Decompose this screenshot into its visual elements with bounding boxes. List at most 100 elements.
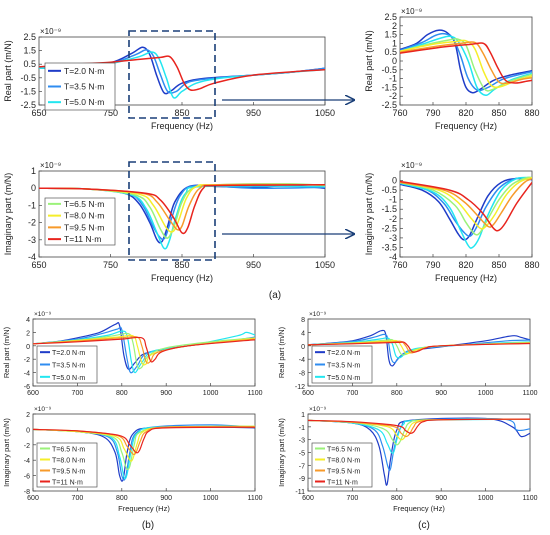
y-tick-label: -2 (24, 443, 30, 450)
y-tick-label: 4 (301, 330, 305, 337)
legend-entry: T=3.5 N·m (327, 363, 360, 370)
x-tick-label: 1050 (315, 108, 335, 118)
y-axis-label: Real part (m/N) (3, 40, 13, 102)
y-tick-label: -2.5 (381, 223, 397, 233)
series-line (33, 332, 255, 370)
y-tick-label: -1 (28, 200, 36, 210)
series-line (400, 177, 532, 241)
series-line (308, 418, 530, 434)
y-tick-label: -1.5 (20, 86, 36, 96)
y-axis-label: Imaginary part (m/N) (3, 173, 13, 256)
y-tick-label: 2 (26, 330, 30, 337)
y-tick-label: -2.5 (20, 100, 36, 110)
legend-entry: T=9.5 N·m (52, 469, 85, 476)
y-tick-label: -2 (389, 91, 397, 101)
x-tick-label: 850 (491, 108, 506, 118)
y-tick-label: -8 (299, 371, 305, 378)
label-b: (b) (142, 520, 154, 531)
chart-a2: 650 750 850 950 1050 -4 -3 -2 -1 0 1 ×10⁻⁹ Frequency… (3, 161, 335, 283)
y-tick-label: 1 (392, 38, 397, 48)
y-tick-label: -4 (389, 252, 397, 262)
x-tick-label: 1100 (247, 495, 262, 502)
legend-entry: T=6.5 N·m (52, 447, 85, 454)
series-line (400, 39, 532, 89)
legend-entry: T=8.0 N·m (52, 458, 85, 465)
x-tick-label: 850 (174, 260, 189, 270)
x-tick-label: 800 (391, 390, 403, 397)
x-tick-label: 760 (392, 260, 407, 270)
y-tick-label: -0.5 (381, 65, 397, 75)
x-tick-label: 700 (347, 390, 359, 397)
legend-entry: T=11 N·m (64, 234, 101, 244)
series-line (308, 329, 530, 367)
legend-entry: T=2.0 N·m (52, 350, 85, 357)
y-tick-label: -4 (24, 458, 30, 465)
legend-entry: T=8.0 N·m (64, 211, 104, 221)
series-line (400, 176, 532, 230)
y-tick-label: 0.5 (23, 59, 36, 69)
y-tick-label: -1 (389, 195, 397, 205)
legend: T=6.5 N·m T=8.0 N·m T=9.5 N·m T=11 N·m (36, 442, 98, 488)
y-exponent-label: ×10⁻⁹ (401, 161, 422, 170)
series-line (400, 32, 532, 92)
x-tick-label: 820 (458, 108, 473, 118)
x-tick-label: 820 (458, 260, 473, 270)
x-tick-label: 1000 (478, 495, 494, 502)
x-axis-label: Frequency (Hz) (435, 121, 497, 131)
legend-entry: T=6.5 N·m (64, 199, 104, 209)
x-tick-label: 800 (391, 495, 403, 502)
x-tick-label: 900 (435, 390, 447, 397)
series-group (400, 29, 532, 97)
y-tick-label: -2.5 (381, 100, 397, 110)
y-tick-label: 1.5 (23, 46, 36, 56)
legend-entry: T=2.0 N·m (327, 350, 360, 357)
x-axis-label: Frequency (Hz) (118, 504, 170, 513)
x-tick-label: 650 (31, 108, 46, 118)
legend-entry: T=11 N·m (52, 480, 83, 487)
series-group (33, 322, 255, 374)
y-exponent-label: ×10⁻⁹ (309, 311, 326, 318)
y-tick-label: -1.5 (381, 204, 397, 214)
y-tick-label: -3.5 (381, 242, 397, 252)
y-tick-label: 0 (392, 56, 397, 66)
y-exponent-label: ×10⁻⁹ (309, 406, 326, 413)
y-axis-label: Real part (m/N) (364, 30, 374, 92)
y-tick-label: 4 (26, 317, 30, 324)
y-axis-label: Imaginary part (m/N) (2, 418, 11, 487)
x-tick-label: 900 (435, 495, 447, 502)
series-line (39, 184, 325, 235)
series-line (400, 177, 532, 228)
y-exponent-label: ×10⁻⁹ (40, 161, 61, 170)
series-line (400, 37, 532, 92)
y-tick-label: -4 (299, 357, 305, 364)
x-axis-label: Frequency (Hz) (435, 273, 497, 283)
chart-b2: 600 700 800 900 1000 1100 -8 -6 -4 -2 0 2 ×10⁻⁹ Frequ… (2, 406, 263, 513)
y-tick-label: -1 (389, 74, 397, 84)
y-tick-label: 0 (26, 344, 30, 351)
x-tick-label: 850 (491, 260, 506, 270)
legend-entry: T=11 N·m (327, 480, 358, 487)
x-tick-label: 790 (425, 260, 440, 270)
y-tick-label: 0 (31, 183, 36, 193)
legend-entry: T=9.5 N·m (327, 469, 360, 476)
series-line (33, 336, 255, 363)
x-tick-label: 700 (347, 495, 359, 502)
y-tick-label: -0.5 (381, 185, 397, 195)
legend-entry: T=3.5 N·m (52, 363, 85, 370)
series-line (400, 176, 532, 236)
y-tick-label: 0 (26, 427, 30, 434)
legend-entry: T=5.0 N·m (52, 375, 85, 382)
x-tick-label: 850 (174, 108, 189, 118)
series-line (400, 41, 532, 85)
y-tick-label: 1 (301, 412, 305, 419)
plot-area (399, 16, 533, 106)
legend-entry: T=5.0 N·m (64, 97, 104, 107)
y-tick-label: 2.5 (23, 32, 36, 42)
y-exponent-label: ×10⁻⁹ (401, 7, 422, 16)
x-tick-label: 650 (31, 260, 46, 270)
chart-b1: 600 700 800 900 1000 1100 -6 -4 -2 0 2 4 ×10⁻⁹ Real p… (2, 311, 263, 397)
x-tick-label: 1100 (522, 390, 537, 397)
x-tick-label: 1100 (522, 495, 537, 502)
x-axis-label: Frequency (Hz) (151, 273, 213, 283)
